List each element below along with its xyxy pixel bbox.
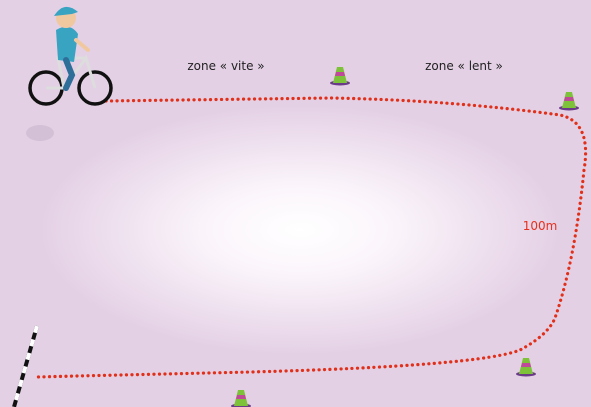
shadow	[26, 125, 54, 141]
zone-label: zone « lent »	[425, 59, 503, 73]
page: zone « vite » zone « lent » 100m (() => …	[0, 0, 591, 407]
distance-label: 100m	[523, 219, 558, 233]
zone-label: zone « vite »	[187, 59, 264, 73]
scene: zone « vite » zone « lent » 100m	[0, 0, 591, 407]
